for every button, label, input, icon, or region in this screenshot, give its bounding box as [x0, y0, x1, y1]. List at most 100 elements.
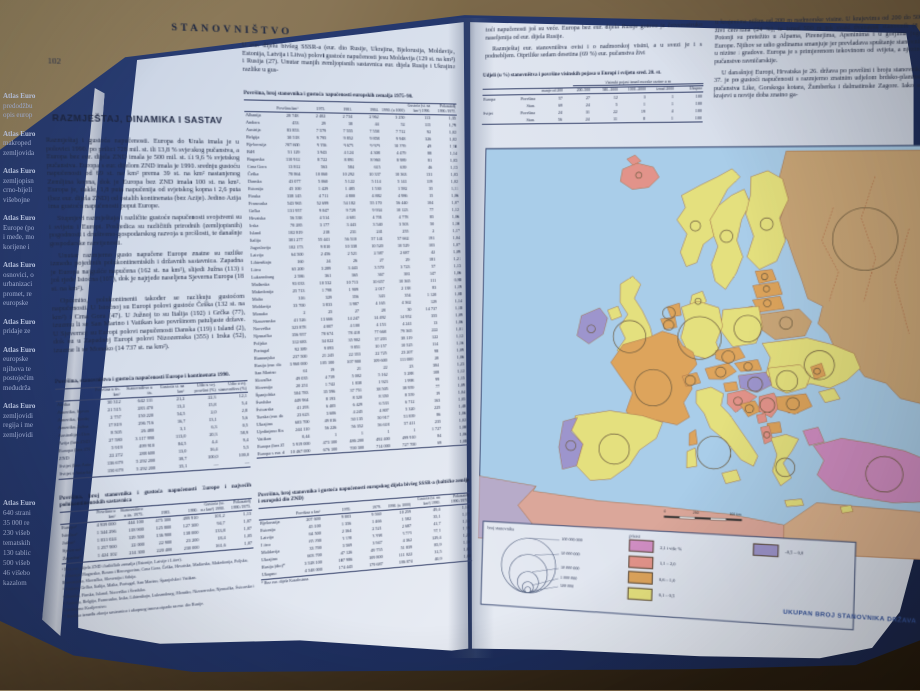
- flap-text-line: crno-bijeli: [3, 186, 33, 194]
- flap-text-group: Atlas Euro Europe (po i međe, mo korijene i: [3, 214, 69, 252]
- flap-text-line: Atlas Euro: [3, 261, 36, 269]
- cell: 1,13: [450, 165, 458, 171]
- cell: 10 532: [319, 280, 332, 286]
- legend-swatch: [628, 554, 654, 569]
- row-header: Bugarska: [246, 156, 265, 163]
- flap-text-line: Atlas Euro: [3, 167, 36, 175]
- svg-text:0: 0: [664, 510, 666, 514]
- cell: 52 699: [316, 200, 329, 206]
- legend-swatch: [628, 539, 654, 553]
- flap-text-line: makroped: [3, 139, 31, 147]
- flap-text-line: višebojne: [3, 195, 30, 204]
- column-header: Pokazatelj 1990./1975.: [430, 103, 457, 116]
- cell: 56 510: [344, 236, 357, 242]
- cell: 9 047: [318, 207, 329, 214]
- cell: 174 445: [323, 563, 355, 575]
- cell: 40,9: [413, 555, 444, 566]
- flap-text-line: pridaje ze: [3, 327, 31, 335]
- legend-class-label: 0,6 – 1,0: [658, 576, 676, 583]
- legend-class-label: 2,1 i više %: [659, 544, 682, 551]
- right-col2-text: u krajevima nižim od 200 m nadmorske vis…: [714, 14, 920, 104]
- flap-text-line: zemljovidi: [3, 411, 33, 420]
- cell: 55 441: [317, 236, 330, 243]
- cell: 11: [590, 115, 619, 124]
- row-header: Francuska: [248, 200, 268, 207]
- cell: 161,6: [200, 542, 228, 553]
- cell: 10 292: [342, 171, 355, 177]
- cell: 1,07: [451, 200, 459, 206]
- cell: 543 965: [287, 200, 302, 206]
- list-item: 35 000 re: [3, 519, 30, 527]
- legend-class-row: -0,5 – 0,0: [752, 543, 855, 562]
- cell: 131: [426, 171, 433, 178]
- country-ukrajina: [761, 337, 861, 393]
- cell: 93 033: [292, 280, 305, 287]
- cell: 100: [674, 114, 703, 123]
- list-item: Stupnjevi razmještaja i različite gustoć…: [48, 214, 243, 248]
- flap-text-line: Atlas Euro: [3, 92, 36, 100]
- list-item: Općenito, polukontinenti također se razl…: [52, 293, 246, 355]
- cell: Stan.: [508, 116, 536, 125]
- page-number-left: 102: [47, 55, 62, 67]
- flap-text-line: zemljovidi: [3, 430, 33, 439]
- cell: 35,1: [156, 462, 189, 473]
- cell: 10 338: [344, 243, 357, 249]
- right-col1-text: toći napučenosti još su veće. Europa bez…: [485, 22, 702, 64]
- country-norveska: [676, 169, 740, 267]
- flap-text-line: regija i me: [3, 421, 33, 429]
- cell: —: [219, 458, 251, 469]
- cell: 1 429: [318, 186, 329, 192]
- column-header: Gustoća (st. na km²) 1990.: [405, 103, 432, 115]
- map-scale-bar: 0 250 500 km: [663, 510, 742, 522]
- section-heading: RAZMJEŠTAJ, DINAMIKA I SASTAV: [51, 113, 223, 126]
- row-header: Danska: [247, 178, 262, 185]
- legend-circle-label: 500 000: [560, 582, 574, 589]
- cell: 1 582: [397, 186, 408, 192]
- list-item: U današnjoj Europi, Hrvatska je 26. drža…: [713, 66, 920, 100]
- continents-table: Površina u tis. km² Stanovništvo u tis. Gu…: [55, 380, 251, 480]
- cell: 700 300: [338, 443, 366, 454]
- europe-map: 0 250 500 km: [478, 142, 920, 562]
- cell: 25 713: [292, 287, 305, 294]
- row-header: Češka: [247, 171, 259, 177]
- list-item: 130 tablic: [3, 549, 31, 557]
- flap-text-line: predodžbu: [3, 101, 33, 110]
- country-njemacka: [680, 301, 723, 359]
- cell: 56: [535, 116, 564, 125]
- column-header: 1984.: [352, 102, 380, 114]
- legend-swatch: [627, 586, 653, 601]
- left-column-text: Razmještaj i gustoća napučenosti. Europa…: [46, 137, 247, 359]
- legend-swatch: [752, 543, 779, 558]
- list-item: u krajevima nižim od 200 m nadmorske vis…: [714, 14, 920, 65]
- country-poljska: [720, 306, 763, 348]
- legend-class-label: -0,5 – 0,0: [785, 548, 804, 556]
- column-header: 1981.: [326, 101, 354, 114]
- cell: 220 400: [145, 546, 174, 557]
- cell: —: [188, 460, 220, 471]
- list-item: 500 višeb: [3, 559, 31, 567]
- cell: 10 467 000: [284, 447, 312, 457]
- cell: 4 986: [397, 193, 408, 199]
- left-page-content: STANOVNIŠTVO 102 RAZMJEŠTAJ, DINAMIKA I …: [38, 2, 482, 690]
- altitude-table: manje od 200 200–500 501–1000 1001–2000 izna…: [481, 85, 704, 125]
- cell: 1,08: [442, 437, 469, 447]
- flap-text-line: europske: [3, 299, 29, 307]
- svg-text:500 km: 500 km: [729, 512, 741, 517]
- cell: 584: [347, 164, 355, 170]
- list-item: Razmještaj eur. stanovništva ovisi i o n…: [485, 41, 703, 60]
- cell: 10 363: [395, 171, 407, 178]
- list-item: Razmještaj i gustoća napučenosti. Europa…: [45, 137, 242, 211]
- countries-table-block: Površina, broj stanovnika i gustoća napu…: [244, 91, 469, 459]
- row-header: Finska: [248, 193, 261, 199]
- cell: 10 365: [398, 278, 411, 284]
- cell: 1 485: [344, 186, 355, 192]
- flap-text-group: Atlas Euro makroped zemljovida: [3, 130, 69, 159]
- row-header: [481, 116, 509, 125]
- flap-text-line: Atlas Euro: [3, 345, 36, 354]
- cell: 78 864: [288, 171, 301, 177]
- flap-text-line: Atlas Euro: [3, 317, 36, 326]
- list-item: Atlas Euro: [3, 499, 36, 507]
- cell: 54 182: [343, 200, 356, 206]
- country-uk: [617, 276, 655, 359]
